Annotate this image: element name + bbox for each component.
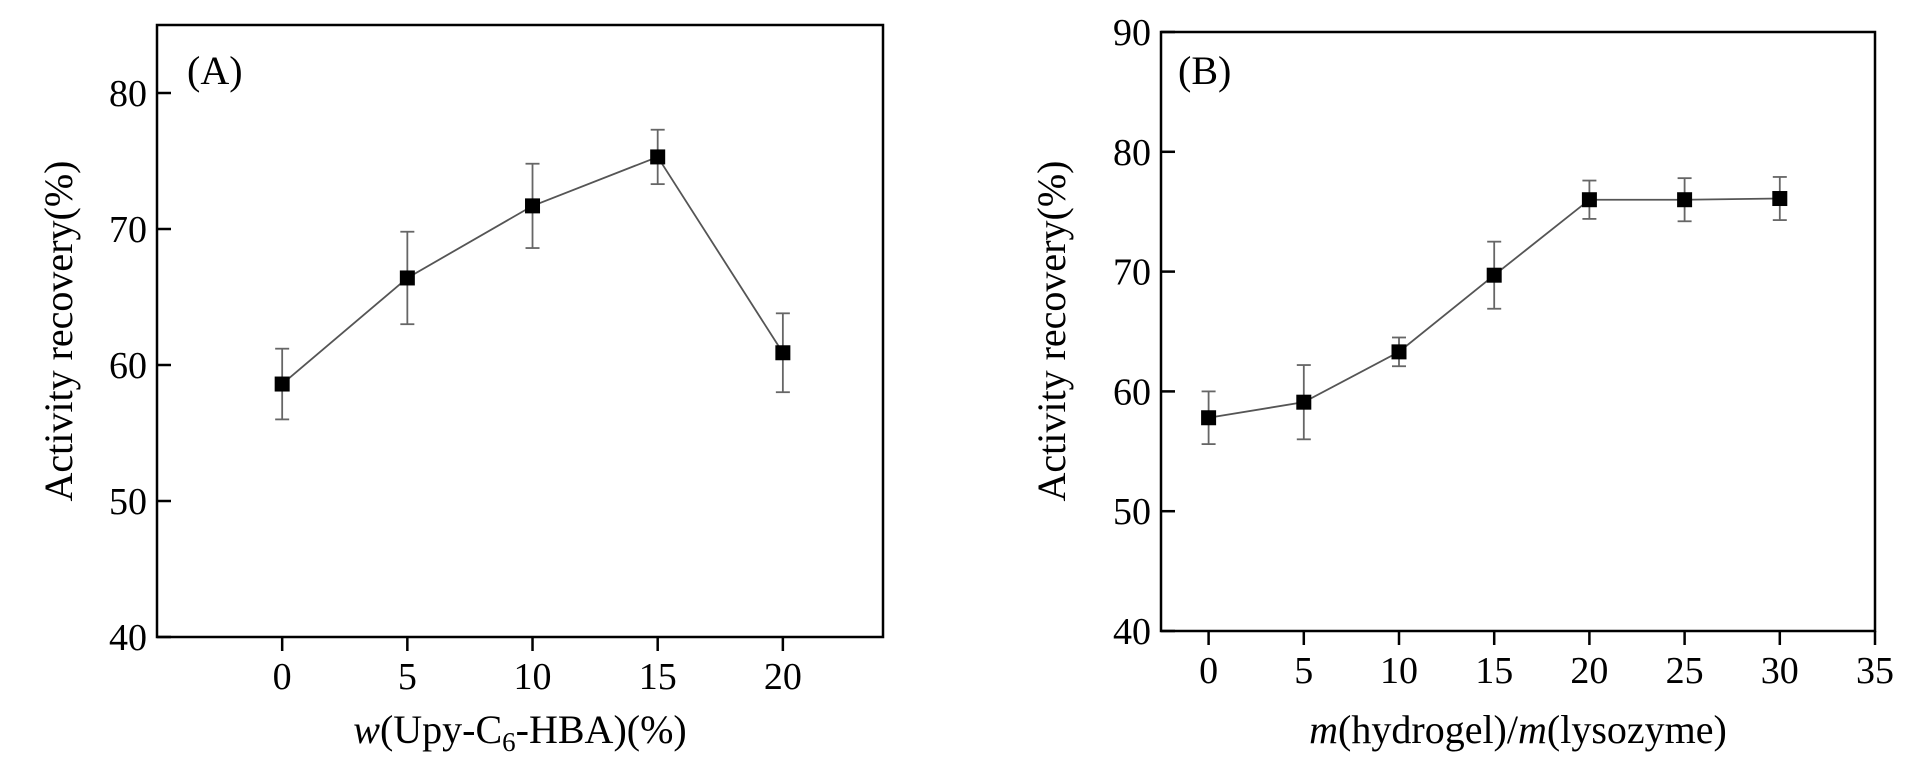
y-tick-label-a: 40 <box>109 617 147 659</box>
series-a <box>274 128 791 421</box>
y-tick-label-a: 60 <box>109 345 147 387</box>
panel-label-a: (A) <box>187 48 243 93</box>
panel-b: 0 5 10 15 20 25 30 35 40 50 60 70 80 90 (B) Activity… <box>1029 12 1894 752</box>
y-tick-label-b: 60 <box>1113 371 1151 413</box>
data-point-b <box>1296 394 1312 410</box>
x-axis-title-a: w(Upy-C6-HBA)(%) <box>353 707 686 757</box>
y-tick-label-b: 80 <box>1113 132 1151 174</box>
x-tick-label-b: 35 <box>1856 650 1894 692</box>
x-tick-label-b: 0 <box>1199 650 1218 692</box>
data-point-a <box>399 270 415 286</box>
x-tick-label-b: 10 <box>1380 650 1418 692</box>
plot-frame-a <box>155 23 885 639</box>
x-tick-label-b: 30 <box>1761 650 1799 692</box>
x-tick-label-b: 15 <box>1475 650 1513 692</box>
data-point-b <box>1677 192 1693 208</box>
y-tick-label-a: 50 <box>109 481 147 523</box>
panel-label-b: (B) <box>1178 48 1231 93</box>
y-axis-title-b: Activity recovery(%) <box>1029 161 1074 502</box>
data-point-b <box>1391 344 1407 360</box>
y-ticks-a: 40 50 60 70 80 <box>109 73 171 659</box>
y-ticks-b: 40 50 60 70 80 90 <box>1113 12 1175 653</box>
data-point-a <box>775 345 791 361</box>
x-tick-label-b: 5 <box>1294 650 1313 692</box>
x-tick-label-a: 10 <box>514 656 552 698</box>
series-b <box>1201 176 1788 446</box>
data-point-a <box>525 198 541 214</box>
data-point-b <box>1201 410 1217 426</box>
data-point-b <box>1772 191 1788 207</box>
y-axis-title-a: Activity recovery(%) <box>36 161 81 502</box>
x-ticks-b: 0 5 10 15 20 25 30 35 <box>1199 631 1894 692</box>
data-point-a <box>274 376 290 392</box>
y-tick-label-a: 80 <box>109 73 147 115</box>
panel-a: 0 5 10 15 20 40 50 60 70 80 (A) Activity recover… <box>36 23 885 757</box>
x-tick-label-b: 20 <box>1570 650 1608 692</box>
y-tick-label-b: 40 <box>1113 611 1151 653</box>
data-point-a <box>650 149 666 165</box>
x-tick-label-a: 20 <box>764 656 802 698</box>
x-tick-label-b: 25 <box>1666 650 1704 692</box>
data-point-b <box>1486 267 1502 283</box>
y-tick-label-b: 90 <box>1113 12 1151 54</box>
x-ticks-a: 0 5 10 15 20 <box>273 637 802 698</box>
x-tick-label-a: 15 <box>639 656 677 698</box>
y-tick-label-b: 50 <box>1113 491 1151 533</box>
y-tick-label-b: 70 <box>1113 252 1151 294</box>
plot-frame-b <box>1159 30 1877 633</box>
x-tick-label-a: 0 <box>273 656 292 698</box>
x-axis-title-b: m(hydrogel)/m(lysozyme) <box>1309 707 1727 752</box>
data-point-b <box>1581 192 1597 208</box>
y-tick-label-a: 70 <box>109 209 147 251</box>
x-tick-label-a: 5 <box>398 656 417 698</box>
